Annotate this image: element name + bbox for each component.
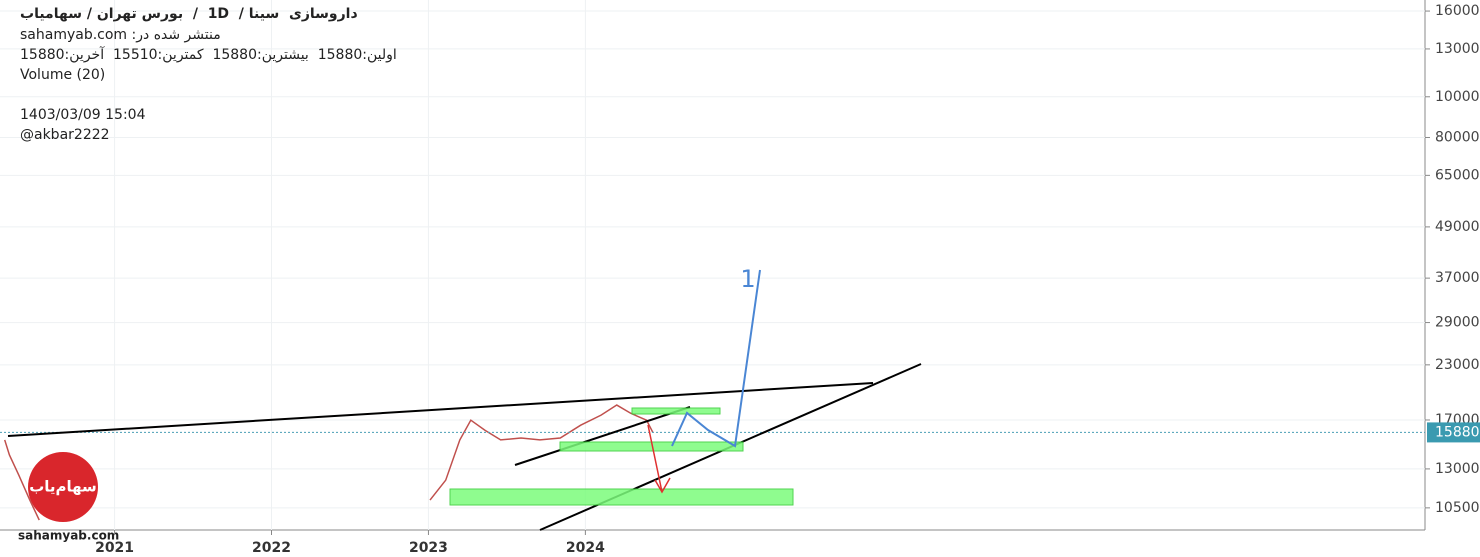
y-tick-label: 100000 bbox=[1435, 89, 1480, 105]
path-projection bbox=[671, 269, 761, 448]
price-line bbox=[429, 404, 654, 501]
trend-line bbox=[514, 406, 691, 466]
info-line: @akbar2222 bbox=[20, 127, 110, 143]
zone bbox=[449, 488, 794, 506]
y-tick-label: 37000 bbox=[1435, 270, 1480, 286]
annotation: 1 bbox=[740, 265, 755, 293]
x-tick-label: 2022 bbox=[252, 540, 291, 556]
info-line: منتشر شده در: sahamyab.com bbox=[20, 27, 221, 43]
down-arrow bbox=[647, 424, 663, 493]
logo bbox=[28, 452, 98, 522]
info-line: 1403/03/09 15:04 bbox=[20, 107, 146, 123]
y-tick-label: 23000 bbox=[1435, 357, 1480, 373]
y-tick-label: 10500 bbox=[1435, 500, 1480, 516]
logo-text: سهام‌یاب bbox=[29, 478, 97, 496]
y-tick-label: 49000 bbox=[1435, 219, 1480, 235]
drawings: 1 bbox=[7, 265, 922, 531]
last-price-label: 15880 bbox=[1435, 424, 1480, 440]
y-tick-label: 65000 bbox=[1435, 167, 1480, 183]
y-tick-label: 160000 bbox=[1435, 3, 1480, 19]
x-tick-label: 2021 bbox=[95, 540, 134, 556]
x-tick-label: 2024 bbox=[566, 540, 605, 556]
last-price-box bbox=[1427, 422, 1480, 443]
zone bbox=[631, 407, 721, 415]
arrow-head bbox=[654, 477, 671, 494]
watermark: sahamyab.com bbox=[18, 529, 119, 543]
y-tick-label: 13000 bbox=[1435, 461, 1480, 477]
y-tick-label: 29000 bbox=[1435, 315, 1480, 331]
y-tick-label: 80000 bbox=[1435, 129, 1480, 145]
price-line bbox=[3, 439, 40, 521]
info-line: Volume (20) bbox=[20, 67, 106, 83]
title: داروسازی سینا / 1D / بورس تهران / سهامیا… bbox=[20, 6, 358, 22]
info-line: اولین:15880 بیشترین:15880 کمترین:15510 آ… bbox=[20, 47, 397, 63]
x-tick-label: 2023 bbox=[409, 540, 448, 556]
y-tick-label: 130000 bbox=[1435, 41, 1480, 57]
trend-line bbox=[7, 382, 874, 437]
